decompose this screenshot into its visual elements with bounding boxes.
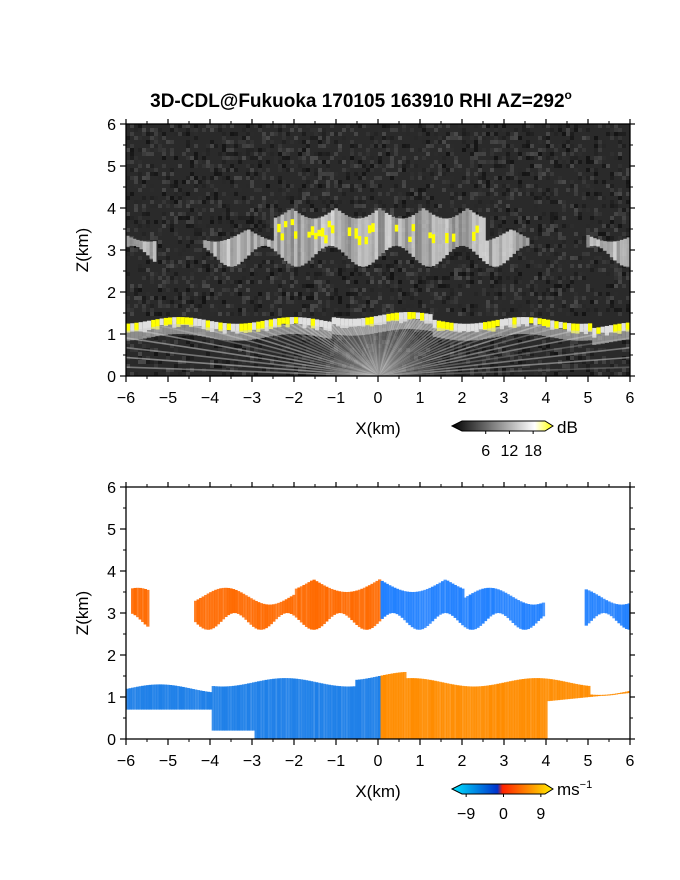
y-tick-label: 0 xyxy=(107,369,116,386)
x-tick-label: 4 xyxy=(542,753,551,770)
x-tick-label: 5 xyxy=(584,390,593,407)
backscatter-ylabel: Z(km) xyxy=(73,228,92,272)
x-tick-label: 0 xyxy=(374,753,383,770)
backscatter-colorbar-unit: dB xyxy=(557,418,578,437)
y-tick-label: 2 xyxy=(107,648,116,665)
x-tick-label: 0 xyxy=(374,390,383,407)
x-tick-label: −5 xyxy=(159,753,177,770)
backscatter-colorbar-bar xyxy=(450,420,554,432)
y-tick-label: 4 xyxy=(107,564,116,581)
x-tick-label: 2 xyxy=(458,753,467,770)
x-tick-label: −6 xyxy=(117,753,135,770)
y-tick-label: 5 xyxy=(107,522,116,539)
x-tick-label: −3 xyxy=(243,390,261,407)
backscatter-axes: −6 −5 −4 −3 −2 −1 0 1 2 3 4 5 6 0 1 2 3 4 5 6 xyxy=(107,117,635,407)
x-tick-label: 6 xyxy=(626,753,635,770)
velocity-xlabel: X(km) xyxy=(355,782,400,801)
colorbar-tick-label: 9 xyxy=(536,806,545,823)
x-tick-label: 3 xyxy=(500,390,509,407)
y-tick-label: 1 xyxy=(107,327,116,344)
velocity-colorbar: ms−1 −9 0 9 xyxy=(450,779,592,823)
velocity-axes: −6 −5 −4 −3 −2 −1 0 1 2 3 4 5 6 0 1 2 3 4 5 6 xyxy=(107,480,635,770)
y-tick-label: 6 xyxy=(107,480,116,497)
x-tick-label: 1 xyxy=(416,390,425,407)
x-tick-label: 5 xyxy=(584,753,593,770)
y-tick-label: 4 xyxy=(107,201,116,218)
y-tick-label: 3 xyxy=(107,606,116,623)
y-tick-label: 1 xyxy=(107,690,116,707)
y-tick-label: 6 xyxy=(107,117,116,134)
x-tick-label: −4 xyxy=(201,753,219,770)
colorbar-tick-label: 0 xyxy=(499,806,508,823)
x-tick-label: 4 xyxy=(542,390,551,407)
velocity-colorbar-bar xyxy=(450,783,554,795)
velocity-ylabel: Z(km) xyxy=(73,591,92,635)
velocity-echoes xyxy=(126,579,630,739)
chart-title: 3D-CDL@Fukuoka 170105 163910 RHI AZ=292o xyxy=(150,88,572,112)
x-tick-label: −5 xyxy=(159,390,177,407)
x-tick-label: −4 xyxy=(201,390,219,407)
y-tick-label: 0 xyxy=(107,732,116,749)
x-tick-label: −6 xyxy=(117,390,135,407)
x-tick-label: 2 xyxy=(458,390,467,407)
colorbar-tick-label: 12 xyxy=(501,443,519,460)
x-tick-label: −3 xyxy=(243,753,261,770)
x-tick-label: −2 xyxy=(285,390,303,407)
x-tick-label: 1 xyxy=(416,753,425,770)
backscatter-xlabel: X(km) xyxy=(355,419,400,438)
colorbar-tick-label: −9 xyxy=(457,806,475,823)
y-tick-label: 3 xyxy=(107,243,116,260)
backscatter-echoes xyxy=(126,124,630,376)
x-tick-label: −1 xyxy=(327,753,345,770)
y-tick-label: 5 xyxy=(107,159,116,176)
backscatter-colorbar: dB 6 12 18 xyxy=(450,418,578,460)
y-tick-label: 2 xyxy=(107,285,116,302)
colorbar-tick-label: 6 xyxy=(481,443,490,460)
colorbar-tick-label: 18 xyxy=(524,443,542,460)
velocity-panel: −6 −5 −4 −3 −2 −1 0 1 2 3 4 5 6 0 1 2 3 4 5 6 X(km) Z(km) m… xyxy=(73,480,635,823)
velocity-colorbar-unit: ms−1 xyxy=(557,779,592,799)
x-tick-label: 3 xyxy=(500,753,509,770)
x-tick-label: 6 xyxy=(626,390,635,407)
x-tick-label: −2 xyxy=(285,753,303,770)
x-tick-label: −1 xyxy=(327,390,345,407)
velocity-colorbar-ticks: −9 0 9 xyxy=(457,794,545,823)
backscatter-colorbar-ticks: 6 12 18 xyxy=(481,431,542,460)
